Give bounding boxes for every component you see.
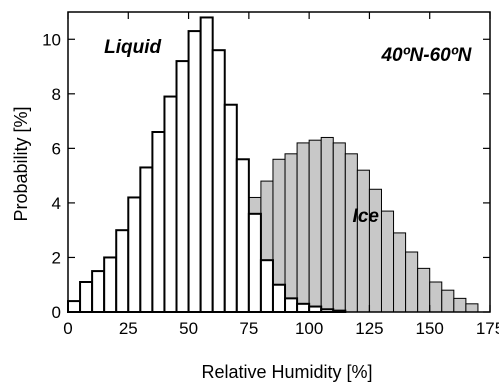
liquid-bar bbox=[115, 229, 130, 314]
liquid-bar bbox=[91, 270, 106, 314]
liquid-bar bbox=[139, 166, 154, 313]
x-tick-label: 125 bbox=[355, 319, 383, 338]
liquid-bar bbox=[296, 302, 311, 313]
ice-bar bbox=[465, 303, 479, 313]
ice-bar bbox=[344, 153, 358, 313]
liquid-bar bbox=[163, 95, 178, 313]
y-tick-label: 10 bbox=[42, 30, 61, 49]
liquid-bar bbox=[271, 283, 287, 313]
liquid-bar bbox=[127, 196, 142, 313]
x-axis-label: Relative Humidity [%] bbox=[201, 362, 372, 382]
liquid-bar bbox=[187, 30, 202, 313]
annotation-ice: Ice bbox=[353, 206, 380, 227]
liquid-bar bbox=[103, 256, 118, 314]
liquid-bar bbox=[284, 297, 299, 314]
liquid-bar bbox=[151, 131, 166, 313]
x-tick-label: 75 bbox=[239, 319, 258, 338]
ice-bar bbox=[417, 267, 431, 313]
ice-bar bbox=[441, 289, 455, 313]
y-tick-labels: 0 2 4 6 8 10 bbox=[42, 30, 61, 322]
plot-frame bbox=[67, 11, 491, 313]
y-axis-label: Probability [%] bbox=[11, 106, 31, 221]
liquid-bar bbox=[211, 49, 226, 313]
liquid-bars bbox=[67, 16, 347, 314]
x-tick-label: 175 bbox=[476, 319, 499, 338]
x-tick-label: 50 bbox=[179, 319, 198, 338]
ice-bar bbox=[332, 142, 346, 313]
ice-bar bbox=[320, 136, 334, 313]
ice-bar bbox=[296, 142, 310, 313]
ice-bar bbox=[393, 232, 407, 313]
y-tick-label: 6 bbox=[52, 139, 61, 158]
y-tick-label: 8 bbox=[52, 85, 61, 104]
liquid-bar bbox=[235, 158, 250, 313]
y-tick-label: 0 bbox=[52, 303, 61, 322]
liquid-bar bbox=[79, 281, 94, 313]
x-tick-label: 150 bbox=[416, 319, 444, 338]
ice-bar bbox=[284, 153, 298, 313]
x-tick-labels: 0 25 50 75 100 125 150 175 bbox=[63, 319, 499, 338]
ice-bar bbox=[429, 281, 443, 313]
ice-bar bbox=[356, 169, 370, 313]
liquid-bar bbox=[247, 212, 262, 313]
y-tick-label: 4 bbox=[52, 194, 61, 213]
ice-bar bbox=[380, 210, 395, 313]
liquid-bar bbox=[223, 103, 238, 313]
liquid-bar bbox=[308, 305, 323, 313]
liquid-bar bbox=[199, 16, 214, 313]
x-tick-label: 100 bbox=[295, 319, 323, 338]
axis-ticks bbox=[67, 12, 491, 313]
x-tick-label: 0 bbox=[63, 319, 72, 338]
ice-bar bbox=[405, 251, 419, 313]
annotation-liquid: Liquid bbox=[104, 37, 161, 58]
annotation-latitude: 40ºN-60ºN bbox=[380, 45, 472, 66]
x-tick-label: 25 bbox=[119, 319, 138, 338]
liquid-bar bbox=[67, 300, 82, 314]
liquid-bar bbox=[259, 259, 274, 314]
ice-bar bbox=[453, 297, 467, 313]
liquid-bar bbox=[175, 60, 190, 313]
y-tick-label: 2 bbox=[52, 248, 61, 267]
ice-bar bbox=[308, 139, 322, 313]
